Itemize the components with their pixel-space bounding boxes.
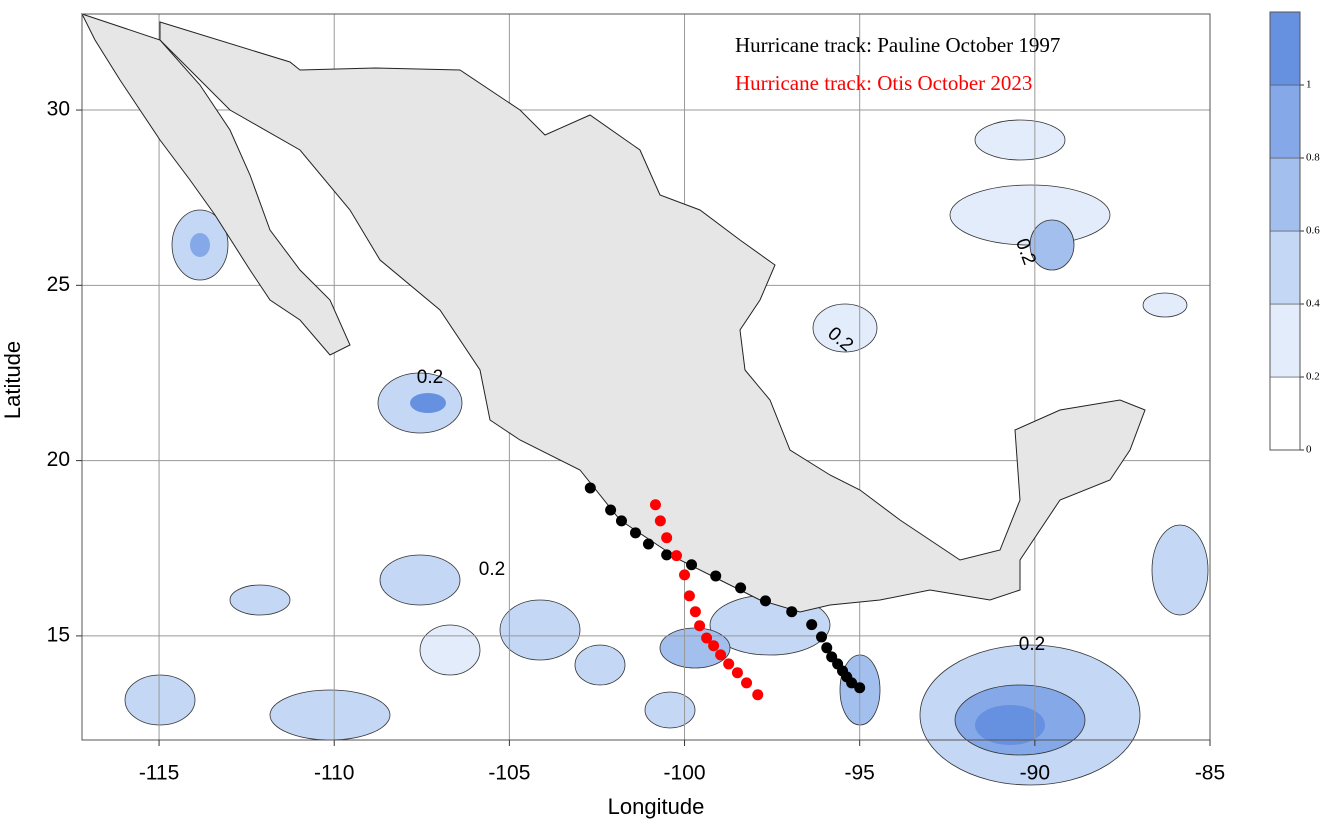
colorbar-tick-label: 1 xyxy=(1306,79,1312,91)
colorbar-tick-label: 0.6 xyxy=(1306,225,1320,237)
track-point xyxy=(683,590,695,602)
colorbar-tick-label: 0.2 xyxy=(1306,371,1320,383)
track-point xyxy=(806,619,818,631)
colorbar-tick-label: 0.4 xyxy=(1306,298,1320,310)
colorbar-band xyxy=(1269,84,1301,159)
y-tick-label: 25 xyxy=(47,273,70,296)
track-point xyxy=(649,499,661,511)
track-point xyxy=(821,642,833,654)
x-tick-label: -100 xyxy=(664,762,706,785)
y-tick-label: 30 xyxy=(47,98,70,121)
contour-label: 0.2 xyxy=(479,559,505,580)
tracks xyxy=(584,482,866,701)
colorbar-tick-label: 0 xyxy=(1306,444,1312,456)
x-tick-label: -115 xyxy=(139,762,179,785)
plot-frame xyxy=(81,13,1211,741)
track-point xyxy=(670,550,682,562)
colorbar-band xyxy=(1269,303,1301,378)
colorbar-band xyxy=(1269,157,1301,232)
track-point xyxy=(715,649,727,661)
track-point xyxy=(741,677,753,689)
colorbar-band xyxy=(1269,11,1301,86)
x-tick-label: -105 xyxy=(488,762,530,785)
colorbar-band xyxy=(1269,376,1301,451)
track-point xyxy=(654,515,666,527)
track-point xyxy=(735,582,747,594)
track-point xyxy=(786,606,798,618)
track-point xyxy=(679,569,691,581)
track-point xyxy=(629,527,641,539)
x-tick-label: -90 xyxy=(1020,762,1050,785)
x-tick-label: -110 xyxy=(314,762,354,785)
track-point xyxy=(661,549,673,561)
contour-label: 0.2 xyxy=(417,367,443,388)
y-tick-label: 20 xyxy=(47,448,70,471)
track-point xyxy=(752,689,764,701)
y-tick-label: 15 xyxy=(47,623,70,646)
track-point xyxy=(642,538,654,550)
contour-label: 0.2 xyxy=(1019,634,1045,655)
track-point xyxy=(710,570,722,582)
track-point xyxy=(846,677,858,689)
track-point xyxy=(731,667,743,679)
track-point xyxy=(759,595,771,607)
x-tick-label: -85 xyxy=(1195,762,1225,785)
legend-entry: Hurricane track: Pauline October 1997 xyxy=(735,33,1060,57)
track-point xyxy=(661,532,673,544)
y-axis-label: Latitude xyxy=(0,341,25,419)
track-point xyxy=(694,620,706,632)
x-axis-label: Longitude xyxy=(608,794,705,819)
track-point xyxy=(708,640,720,652)
track-point xyxy=(723,658,735,670)
track-point xyxy=(701,632,713,644)
track-point xyxy=(816,631,828,643)
x-tick-label: -95 xyxy=(845,762,875,785)
colorbar-frame xyxy=(1269,11,1301,451)
track-point xyxy=(615,515,627,527)
colorbar-band xyxy=(1269,230,1301,305)
colorbar-tick-label: 0.8 xyxy=(1306,152,1320,164)
track-point xyxy=(605,504,617,516)
track-point xyxy=(689,606,701,618)
land xyxy=(81,13,1146,613)
track-point xyxy=(686,559,698,571)
legend-entry: Hurricane track: Otis October 2023 xyxy=(735,71,1032,95)
track-point xyxy=(584,482,596,494)
track-point xyxy=(854,682,866,694)
